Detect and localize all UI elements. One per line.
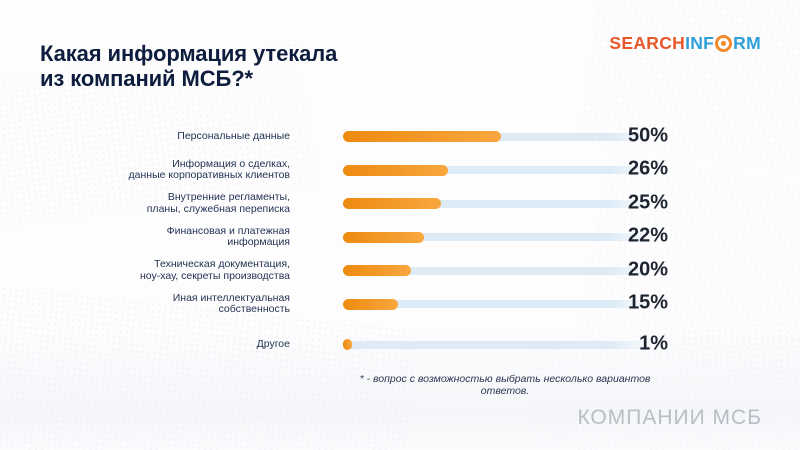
bar-fill [343, 265, 411, 277]
bar-fill [343, 231, 424, 243]
bar-track-area: 20% [343, 254, 668, 288]
bar-chart: Персональные данные 50% Информация о сде… [118, 120, 668, 362]
bar-track-area: 25% [343, 187, 668, 221]
bar-label: Финансовая и платежная информация [166, 224, 290, 249]
bar-value: 22% [627, 224, 668, 247]
bar-fill [343, 164, 448, 176]
bar-row: Внутренние регламенты, планы, служебная … [118, 187, 668, 221]
bar-row: Техническая документация, ноу-хау, секре… [118, 254, 668, 288]
bar-row: Другое 1% [118, 328, 668, 362]
bar-value: 1% [639, 332, 668, 355]
logo-text-rm: RM [733, 33, 761, 53]
page-title: Какая информация утекала из компаний МСБ… [40, 40, 338, 91]
bar-rows: Персональные данные 50% Информация о сде… [118, 120, 668, 362]
bar-track [343, 340, 653, 349]
bar-track [343, 300, 653, 309]
bar-row: Финансовая и платежная информация 22% [118, 221, 668, 255]
bar-track [343, 199, 653, 208]
bar-fill [343, 298, 398, 310]
bar-track [343, 166, 653, 175]
bar-label: Иная интеллектуальная собственность [172, 291, 290, 316]
bar-value: 50% [627, 124, 668, 147]
bar-label: Информация о сделках, данные корпоративн… [128, 157, 290, 182]
footnote: * - вопрос с возможностью выбрать нескол… [359, 373, 651, 397]
bar-value: 26% [627, 157, 668, 180]
bar-label: Персональные данные [177, 130, 290, 142]
logo-lens-o-icon [715, 35, 733, 52]
bar-track-area: 26% [343, 154, 668, 188]
bar-value: 20% [627, 258, 668, 281]
bar-track-area: 15% [343, 288, 668, 322]
logo-text-search: SEARCH [609, 33, 686, 53]
bar-track-area: 1% [343, 328, 668, 362]
bar-row: Информация о сделках, данные корпоративн… [118, 154, 668, 188]
searchinform-logo: SEARCH INF RM [609, 33, 761, 54]
bar-fill [343, 339, 352, 351]
bar-track-area: 50% [343, 120, 668, 154]
bar-row: Иная интеллектуальная собственность 15% [118, 288, 668, 322]
bar-value: 15% [627, 291, 668, 314]
bar-label: Другое [256, 338, 290, 350]
bar-row: Персональные данные 50% [118, 120, 668, 154]
footer-segment-label: КОМПАНИИ МСБ [577, 406, 762, 429]
bar-label: Внутренние регламенты, планы, служебная … [146, 191, 290, 215]
bar-fill [343, 131, 501, 143]
logo-text-inf: INF [685, 33, 715, 53]
bar-track [343, 233, 653, 242]
bar-track [343, 266, 653, 275]
bar-label: Техническая документация, ноу-хау, секре… [139, 258, 290, 282]
bar-fill [343, 198, 441, 210]
bar-value: 25% [627, 191, 668, 214]
bar-track-area: 22% [343, 221, 668, 255]
